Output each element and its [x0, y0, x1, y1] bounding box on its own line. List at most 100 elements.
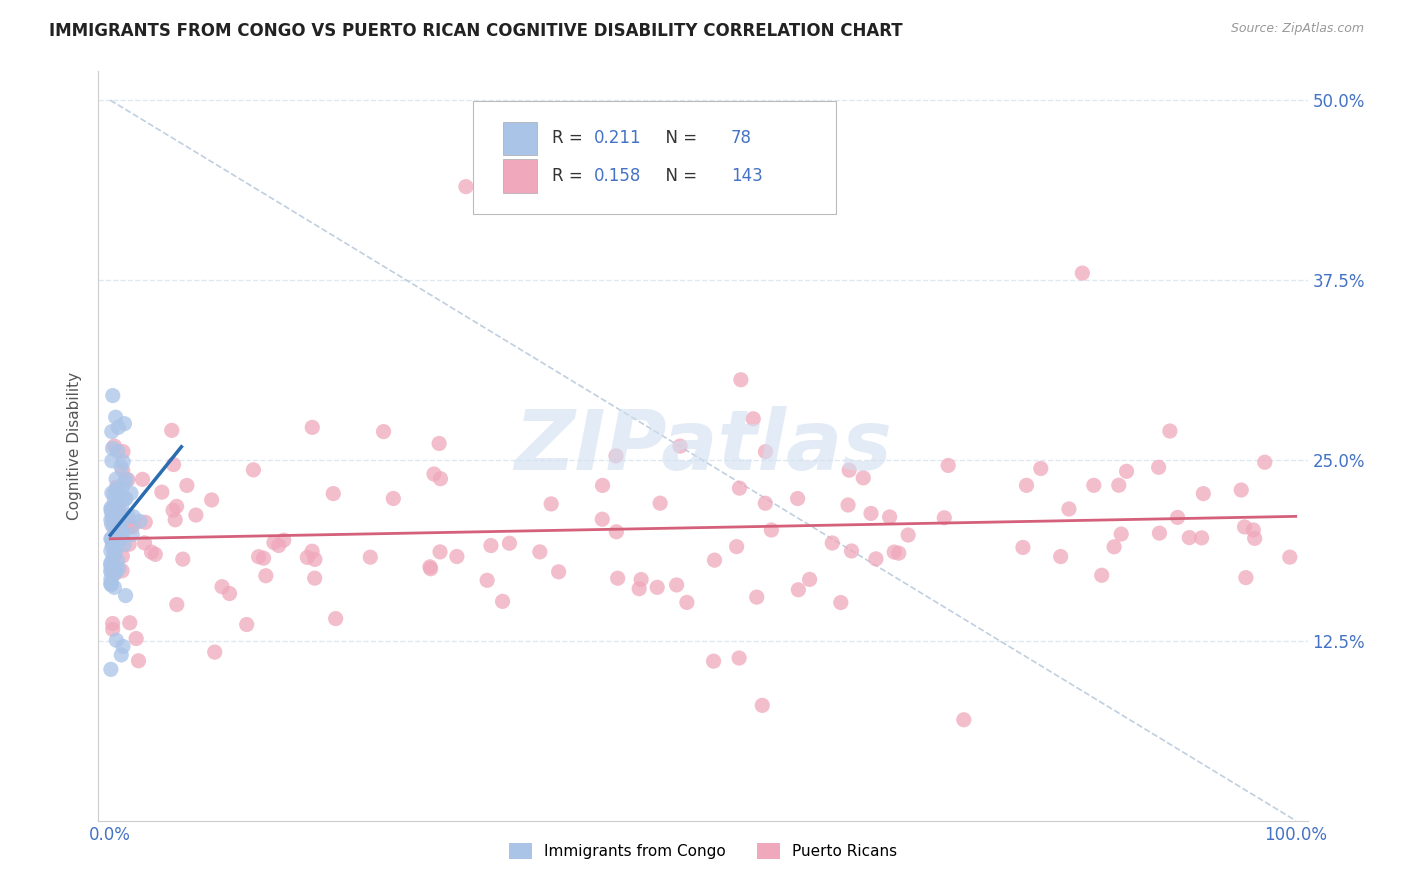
Point: [104, 547, 127, 561]
Point: [134, 536, 156, 550]
Point: [111, 444, 134, 458]
Point: [1241, 523, 1264, 537]
Point: [108, 511, 131, 525]
Point: [101, 623, 124, 637]
Text: N =: N =: [655, 167, 702, 185]
Point: [110, 459, 132, 474]
Point: [952, 713, 974, 727]
Point: [592, 478, 614, 492]
Point: [725, 540, 748, 554]
Point: [100, 502, 122, 516]
Point: [101, 486, 124, 500]
Point: [830, 596, 852, 610]
Point: [117, 473, 139, 487]
Point: [883, 545, 905, 559]
Point: [273, 533, 295, 548]
Point: [1254, 455, 1277, 469]
Point: [120, 486, 142, 500]
Point: [160, 423, 183, 437]
Point: [105, 472, 128, 486]
Point: [107, 553, 129, 567]
Point: [125, 632, 148, 646]
Point: [703, 654, 725, 668]
Point: [897, 528, 920, 542]
Point: [108, 519, 131, 533]
Point: [114, 511, 136, 525]
Point: [101, 388, 124, 402]
Text: 78: 78: [731, 129, 752, 147]
Point: [100, 532, 122, 546]
Point: [104, 544, 127, 558]
Point: [322, 486, 344, 500]
Point: [936, 458, 959, 473]
Point: [100, 557, 122, 571]
Point: [728, 651, 751, 665]
Point: [1049, 549, 1071, 564]
Point: [498, 536, 520, 550]
Point: [107, 420, 129, 434]
Point: [304, 571, 326, 585]
Point: [118, 615, 141, 630]
Point: [427, 436, 450, 450]
Point: [1243, 532, 1265, 546]
Point: [887, 546, 910, 560]
Point: [105, 483, 128, 497]
Point: [201, 492, 224, 507]
Point: [121, 520, 143, 534]
Point: [101, 539, 124, 553]
Point: [1015, 478, 1038, 492]
Point: [117, 508, 139, 523]
Point: [104, 566, 127, 580]
Point: [648, 496, 671, 510]
Point: [786, 491, 808, 506]
Point: [101, 454, 124, 468]
Point: [837, 498, 859, 512]
Legend: Immigrants from Congo, Puerto Ricans: Immigrants from Congo, Puerto Ricans: [503, 838, 903, 865]
Point: [1091, 568, 1114, 582]
Point: [105, 504, 128, 518]
Point: [115, 472, 138, 486]
Point: [100, 505, 122, 519]
Point: [100, 578, 122, 592]
Point: [101, 501, 124, 516]
Point: [1278, 550, 1301, 565]
Point: [100, 662, 122, 676]
Point: [101, 562, 124, 576]
Point: [100, 572, 122, 586]
Point: [423, 467, 446, 481]
Point: [111, 499, 134, 513]
Point: [645, 580, 668, 594]
Point: [799, 573, 821, 587]
Point: [103, 545, 125, 559]
Point: [111, 463, 134, 477]
Y-axis label: Cognitive Disability: Cognitive Disability: [67, 372, 83, 520]
Point: [141, 545, 163, 559]
Point: [105, 480, 128, 494]
Point: [105, 501, 128, 516]
Text: ZIPatlas: ZIPatlas: [515, 406, 891, 486]
Point: [838, 463, 860, 477]
Point: [114, 491, 136, 506]
Point: [162, 503, 184, 517]
Point: [491, 594, 513, 608]
Point: [105, 523, 128, 537]
Point: [605, 524, 627, 539]
Point: [104, 524, 127, 538]
Point: [108, 489, 131, 503]
Point: [1167, 510, 1189, 524]
Point: [143, 547, 166, 561]
Point: [475, 574, 498, 588]
Point: [107, 524, 129, 539]
Point: [301, 420, 323, 434]
Point: [103, 511, 125, 525]
Point: [101, 536, 124, 550]
Point: [1012, 541, 1035, 555]
Text: R =: R =: [553, 129, 588, 147]
Point: [172, 552, 194, 566]
Point: [114, 589, 136, 603]
Point: [114, 475, 136, 490]
Point: [112, 455, 135, 469]
Point: [104, 563, 127, 577]
Point: [1178, 531, 1201, 545]
Point: [728, 481, 751, 495]
